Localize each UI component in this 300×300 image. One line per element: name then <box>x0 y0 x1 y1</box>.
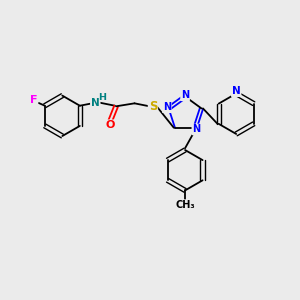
Text: N: N <box>91 98 100 108</box>
Text: N: N <box>192 124 200 134</box>
Text: CH₃: CH₃ <box>175 200 195 210</box>
Text: N: N <box>163 102 171 112</box>
Text: F: F <box>30 95 37 105</box>
Text: N: N <box>232 86 241 96</box>
Text: H: H <box>98 93 106 102</box>
Text: N: N <box>181 90 189 100</box>
Text: S: S <box>149 100 157 113</box>
Text: O: O <box>106 120 115 130</box>
